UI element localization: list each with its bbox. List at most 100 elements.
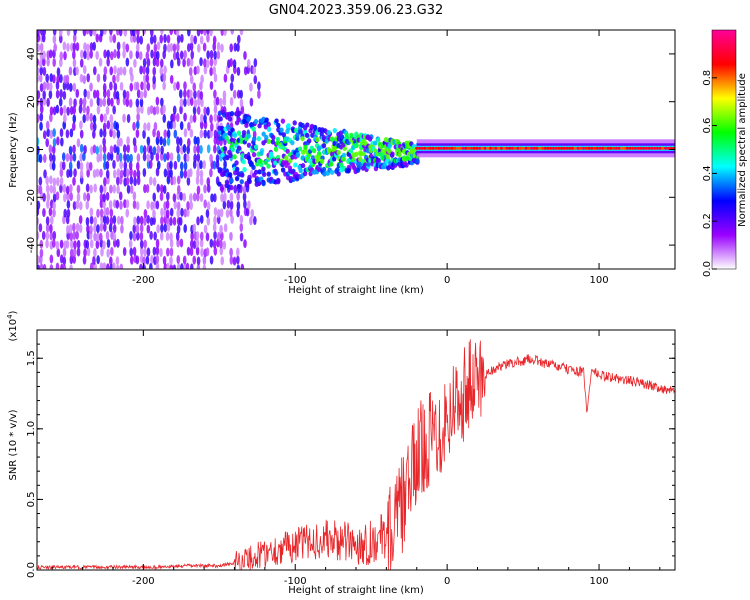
heatmap-cell <box>37 200 41 210</box>
heatmap-cell <box>169 263 174 269</box>
heatmap-cell <box>37 43 41 53</box>
heatmap-cell <box>76 160 81 170</box>
heatmap-cell <box>59 51 64 61</box>
heatmap-cell <box>233 184 238 194</box>
heatmap-cell <box>279 127 284 133</box>
heatmap-cell <box>115 264 120 269</box>
heatmap-cell <box>375 137 381 143</box>
heatmap-cell <box>232 89 237 99</box>
colorbar-tick-label: 0.8 <box>702 70 713 86</box>
heatmap-cell <box>62 247 67 257</box>
heatmap-cell <box>96 232 100 242</box>
heatmap-cell <box>152 57 157 67</box>
heatmap-cell <box>132 191 137 201</box>
heatmap-cell <box>212 239 217 249</box>
heatmap-cell <box>183 89 187 99</box>
heatmap-cell <box>213 50 217 60</box>
heatmap-cell <box>66 42 70 52</box>
heatmap-cell <box>456 146 460 150</box>
heatmap-cell <box>37 264 41 269</box>
heatmap-cell <box>176 224 181 234</box>
heatmap-cell <box>143 239 147 249</box>
heatmap-cell <box>219 125 225 132</box>
heatmap-cell <box>246 116 251 122</box>
heatmap-cell <box>598 146 602 150</box>
heatmap-cell <box>129 33 134 43</box>
heatmap-cell <box>46 199 50 209</box>
heatmap-cell <box>156 160 161 170</box>
heatmap-cell <box>176 208 181 218</box>
heatmap-cell <box>209 114 213 124</box>
heatmap-cell <box>62 90 67 100</box>
heatmap-cell <box>89 215 94 225</box>
heatmap-cell <box>180 33 184 43</box>
heatmap-cell <box>242 192 247 202</box>
heatmap-cell <box>175 30 180 37</box>
heatmap-cell <box>417 146 422 150</box>
heatmap-cell <box>159 231 164 241</box>
heatmap-cell <box>139 35 144 45</box>
heatmap-cell <box>143 247 147 257</box>
heatmap-cell <box>162 72 167 82</box>
heatmap-cell <box>92 89 97 99</box>
heatmap-cell <box>92 41 96 51</box>
heatmap-cell <box>373 140 378 146</box>
heatmap-cell <box>190 34 194 44</box>
heatmap-cell <box>236 201 241 211</box>
heatmap-cell <box>140 104 144 114</box>
heatmap-cell <box>42 130 47 140</box>
heatmap-cell <box>192 223 197 233</box>
heatmap-cell <box>142 152 147 162</box>
x-tick-label: 100 <box>590 576 609 587</box>
heatmap-cell <box>176 255 181 265</box>
heatmap-cell <box>132 224 137 234</box>
heatmap-cell <box>165 231 170 241</box>
heatmap-cell <box>264 117 269 123</box>
heatmap-cell <box>346 168 351 174</box>
heatmap-cell <box>86 43 90 53</box>
heatmap-cell <box>273 160 278 166</box>
heatmap-cell <box>102 152 107 162</box>
heatmap-cell <box>349 132 354 138</box>
heatmap-cell <box>102 214 107 224</box>
heatmap-cell <box>122 96 127 106</box>
heatmap-cell <box>243 50 247 60</box>
heatmap-cell <box>109 33 113 43</box>
heatmap-cell <box>244 122 249 129</box>
heatmap-cell <box>192 192 197 202</box>
heatmap-cell <box>132 246 137 256</box>
heatmap-cell <box>182 58 186 68</box>
heatmap-cell <box>120 215 124 225</box>
heatmap-cell <box>89 49 93 59</box>
heatmap-cell <box>335 167 340 173</box>
heatmap-cell <box>199 169 204 179</box>
heatmap-cell <box>316 150 322 157</box>
heatmap-cell <box>202 255 207 265</box>
heatmap-cell <box>239 179 244 185</box>
heatmap-cell <box>266 126 272 132</box>
heatmap-cell <box>650 146 654 150</box>
heatmap-cell <box>56 136 60 146</box>
heatmap-cell <box>42 192 46 202</box>
heatmap-cell <box>89 225 93 235</box>
heatmap-cell <box>142 58 147 68</box>
heatmap-cell <box>135 224 140 234</box>
heatmap-cell <box>76 192 81 202</box>
heatmap-cell <box>99 98 103 108</box>
heatmap-cell <box>89 30 93 37</box>
heatmap-cell <box>565 146 569 150</box>
heatmap-cell <box>216 215 221 225</box>
heatmap-cell <box>163 153 167 163</box>
heatmap-cell <box>135 129 140 139</box>
heatmap-cell <box>653 146 657 150</box>
heatmap-cell <box>209 80 214 90</box>
heatmap-cell <box>105 191 110 201</box>
heatmap-cell <box>183 97 187 107</box>
heatmap-cell <box>112 129 116 139</box>
heatmap-cell <box>321 166 327 173</box>
colorbar-tick-label: 0.4 <box>702 165 713 181</box>
heatmap-cell <box>115 256 120 266</box>
heatmap-cell <box>103 222 107 232</box>
heatmap-cell <box>85 161 90 171</box>
heatmap-cell <box>341 142 346 148</box>
